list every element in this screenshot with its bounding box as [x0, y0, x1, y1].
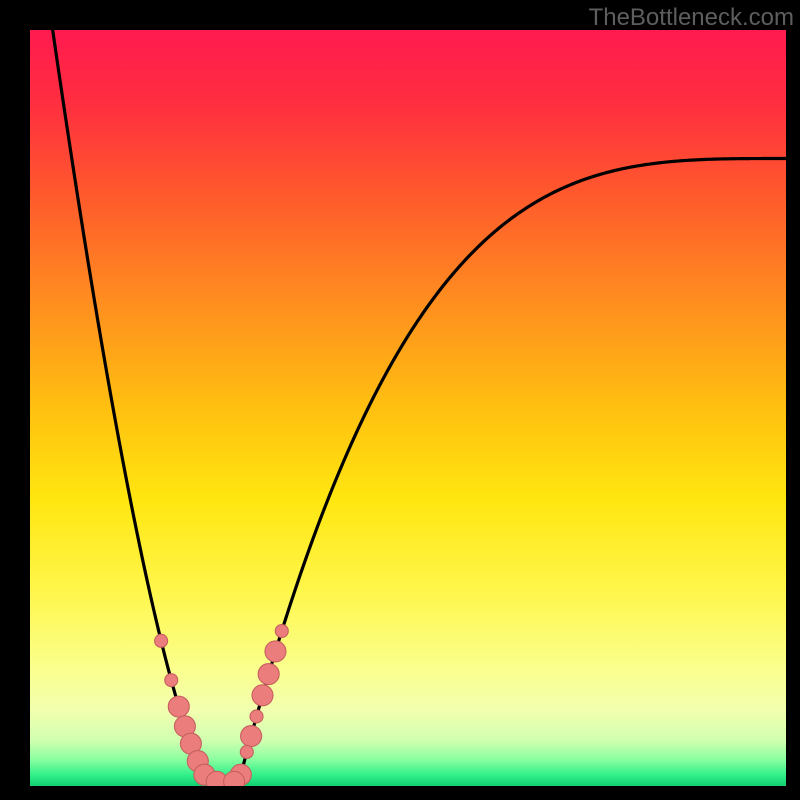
plot-area [30, 30, 786, 786]
chart-frame: TheBottleneck.com [0, 0, 800, 800]
chart-svg [30, 30, 786, 786]
watermark-text: TheBottleneck.com [589, 4, 794, 32]
